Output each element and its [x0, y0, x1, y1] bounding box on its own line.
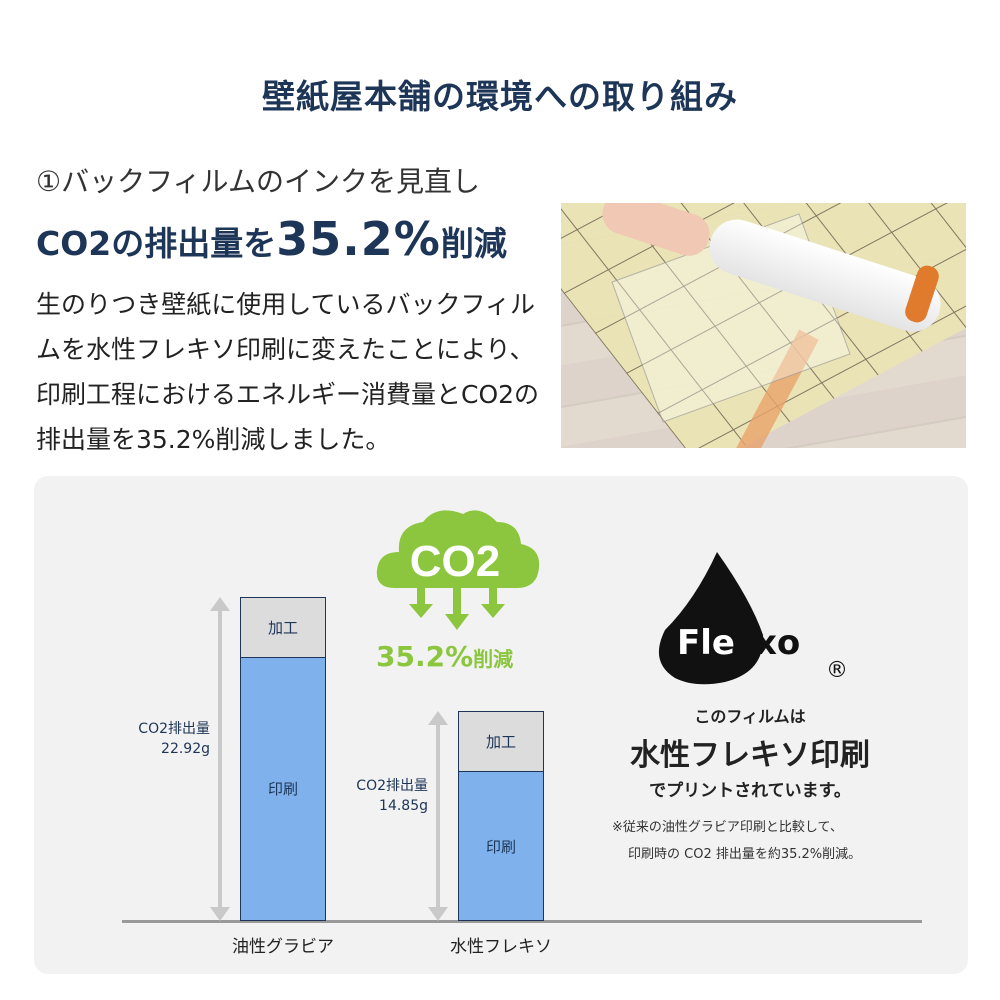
flexo-line1: このフィルムは: [694, 707, 806, 726]
segment-print: 印刷: [485, 837, 516, 856]
headline-post: 削減: [440, 224, 507, 263]
value-label: CO2排出量 22.92g: [138, 719, 210, 759]
bar-1: 加工 印刷: [240, 596, 326, 921]
product-photo: [561, 203, 966, 448]
co2-cloud-icon: CO2: [376, 510, 540, 588]
headline-value: 35.2%: [276, 212, 441, 266]
down-arrows-icon: [409, 586, 505, 630]
reduction-text: 35.2%削減: [376, 640, 513, 673]
value-label-number: 22.92g: [161, 740, 210, 757]
bar-2: 加工 印刷: [458, 711, 544, 921]
registered-mark: ®: [826, 658, 848, 683]
reduction-suffix: 削減: [473, 647, 514, 671]
flexo-line2: 水性フレキソ印刷: [630, 738, 870, 773]
category-label: 水性フレキソ: [450, 937, 552, 957]
page-title: 壁紙屋本舗の環境への取り組み: [262, 77, 738, 116]
flexo-drop-logo: Fle xo: [658, 552, 800, 685]
value-label-number: 14.85g: [379, 798, 428, 814]
chart-baseline: [122, 920, 922, 923]
section-subtitle: ①バックフィルムのインクを見直し: [36, 165, 480, 198]
reduction-value: 35.2%: [376, 640, 474, 673]
segment-process: 加工: [459, 712, 543, 773]
cloud-text: CO2: [410, 537, 500, 586]
height-arrow: [210, 596, 230, 922]
height-arrow: [428, 711, 448, 921]
segment-process: 加工: [241, 597, 325, 658]
flexo-note2: 印刷時の CO2 排出量を約35.2%削減。: [628, 847, 862, 862]
flexo-logo-text: Fle: [677, 623, 735, 663]
value-label-title: CO2排出量: [356, 778, 428, 794]
flexo-logo-text-2: xo: [755, 623, 800, 663]
flexo-line3: でプリントされています。: [649, 781, 851, 801]
section-headline: CO2の排出量を35.2%削減: [36, 212, 507, 266]
segment-print: 印刷: [267, 780, 298, 799]
headline-pre: CO2の排出量を: [36, 224, 277, 263]
section-body: 生のりつき壁紙に使用しているバックフィルムを水性フレキソ印刷に変えたことにより、…: [36, 290, 540, 454]
flexo-note1: ※従来の油性グラビア印刷と比較して、: [612, 820, 843, 835]
value-label-title: CO2排出量: [138, 720, 210, 737]
category-label: 油性グラビア: [232, 937, 334, 957]
value-label: CO2排出量 14.85g: [356, 776, 428, 816]
